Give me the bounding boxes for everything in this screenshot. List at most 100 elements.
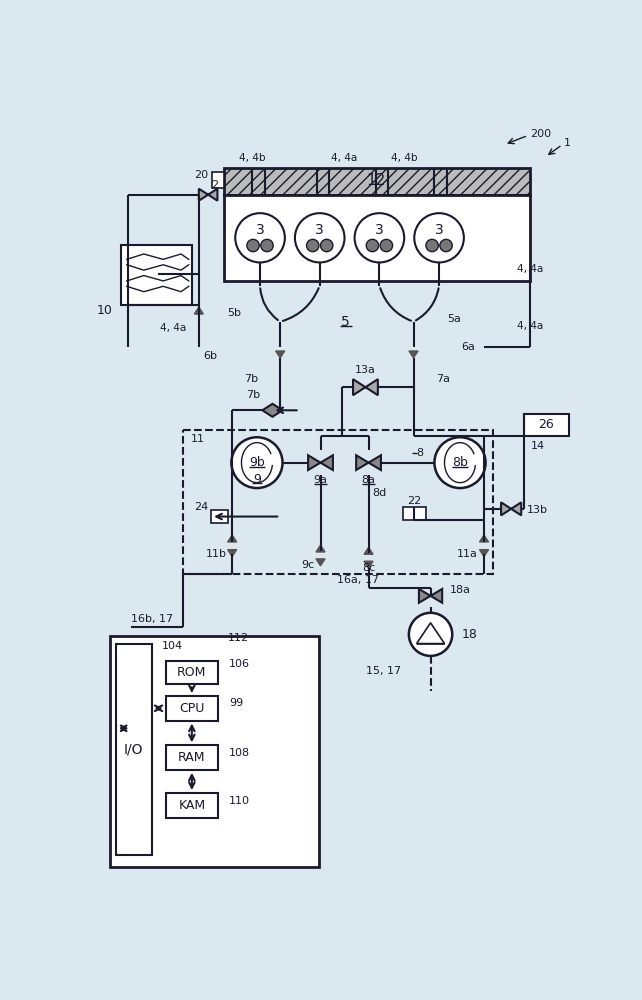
Text: 16b, 17: 16b, 17	[130, 614, 173, 624]
Text: 14: 14	[531, 441, 545, 451]
Text: 11: 11	[191, 434, 205, 444]
Polygon shape	[369, 455, 381, 470]
Polygon shape	[199, 189, 218, 201]
Text: I/O: I/O	[124, 742, 143, 756]
Text: 108: 108	[229, 748, 250, 758]
Text: 106: 106	[229, 659, 250, 669]
Text: 13b: 13b	[526, 505, 548, 515]
Circle shape	[354, 213, 404, 262]
Bar	[166, 661, 218, 684]
Polygon shape	[353, 379, 378, 395]
Text: 4, 4a: 4, 4a	[517, 321, 543, 331]
Text: 1: 1	[564, 138, 571, 148]
Polygon shape	[316, 545, 325, 552]
Text: 9b: 9b	[249, 456, 265, 469]
Bar	[211, 510, 229, 523]
Text: ROM: ROM	[177, 666, 207, 679]
Polygon shape	[275, 351, 285, 358]
Text: 112: 112	[227, 633, 248, 643]
Text: 104: 104	[162, 641, 183, 651]
Text: 4, 4b: 4, 4b	[239, 153, 266, 163]
Circle shape	[380, 239, 392, 252]
Text: 11b: 11b	[205, 549, 227, 559]
Bar	[116, 644, 152, 855]
Text: 3: 3	[435, 223, 444, 237]
Circle shape	[320, 239, 333, 252]
Circle shape	[235, 213, 285, 262]
Text: 3: 3	[256, 223, 265, 237]
Text: 8b: 8b	[452, 456, 468, 469]
Bar	[182, 430, 492, 574]
Text: 200: 200	[530, 129, 551, 139]
Polygon shape	[320, 455, 333, 470]
Text: 5a: 5a	[447, 314, 462, 324]
Text: 5: 5	[341, 315, 350, 329]
Text: 110: 110	[229, 796, 250, 806]
Text: 9a: 9a	[313, 475, 327, 485]
Bar	[166, 793, 218, 818]
Text: 8a: 8a	[361, 475, 376, 485]
Text: 7a: 7a	[436, 374, 450, 384]
Polygon shape	[316, 559, 325, 566]
Text: 8: 8	[417, 448, 424, 458]
Text: 9: 9	[253, 473, 261, 486]
Text: 6b: 6b	[204, 351, 218, 361]
Polygon shape	[409, 351, 418, 358]
Bar	[523, 414, 569, 436]
Text: 3: 3	[375, 223, 384, 237]
Bar	[166, 745, 218, 770]
Bar	[110, 636, 319, 867]
Circle shape	[414, 213, 464, 262]
Polygon shape	[308, 455, 320, 470]
Circle shape	[426, 239, 438, 252]
Bar	[223, 195, 530, 281]
Circle shape	[440, 239, 452, 252]
Text: 4, 4b: 4, 4b	[391, 153, 417, 163]
Text: 3: 3	[315, 223, 324, 237]
Text: 26: 26	[538, 418, 554, 431]
Polygon shape	[480, 535, 489, 542]
Circle shape	[435, 437, 485, 488]
Text: 4, 4a: 4, 4a	[331, 153, 357, 163]
Circle shape	[247, 239, 259, 252]
Polygon shape	[364, 561, 373, 568]
Bar	[121, 245, 192, 305]
Polygon shape	[228, 535, 237, 542]
Text: 11a: 11a	[457, 549, 478, 559]
Text: 9c: 9c	[302, 560, 315, 570]
Text: 5b: 5b	[227, 308, 241, 318]
Text: 8c: 8c	[362, 563, 375, 573]
Bar	[403, 507, 426, 520]
Text: 99: 99	[229, 698, 243, 708]
Text: CPU: CPU	[179, 702, 205, 715]
Polygon shape	[501, 502, 521, 515]
Text: 2: 2	[211, 180, 219, 190]
Text: KAM: KAM	[178, 799, 205, 812]
Text: 18a: 18a	[450, 585, 471, 595]
Polygon shape	[419, 589, 431, 603]
Bar	[212, 172, 223, 188]
Polygon shape	[263, 404, 282, 417]
Text: 4, 4a: 4, 4a	[517, 264, 543, 274]
Polygon shape	[356, 455, 369, 470]
Polygon shape	[195, 307, 204, 314]
Text: 22: 22	[407, 496, 421, 506]
Circle shape	[261, 239, 273, 252]
Polygon shape	[228, 550, 237, 557]
Text: 15, 17: 15, 17	[367, 666, 402, 676]
Text: 10: 10	[97, 304, 113, 317]
Circle shape	[295, 213, 345, 262]
Circle shape	[231, 437, 282, 488]
Text: 18: 18	[462, 628, 478, 641]
Polygon shape	[480, 550, 489, 557]
Bar	[223, 168, 530, 195]
Text: 7b: 7b	[244, 374, 258, 384]
Text: 6a: 6a	[461, 342, 474, 352]
Text: 13a: 13a	[355, 365, 376, 375]
Circle shape	[409, 613, 452, 656]
Text: 24: 24	[194, 502, 208, 512]
Bar	[166, 696, 218, 721]
Text: 12: 12	[367, 173, 386, 188]
Polygon shape	[364, 547, 373, 554]
Text: 20: 20	[194, 170, 208, 180]
